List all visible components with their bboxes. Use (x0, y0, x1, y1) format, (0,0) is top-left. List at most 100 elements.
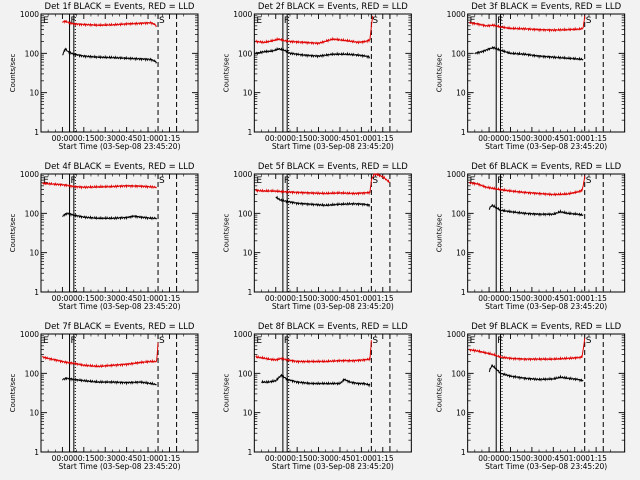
y-tick-label: 1000 (447, 170, 466, 179)
x-tick-label: 00:30 (521, 134, 543, 143)
series-events-line (62, 212, 158, 221)
annotation-f: F (497, 16, 502, 26)
series-lld-line (468, 337, 586, 362)
annotation-e: E (43, 336, 49, 346)
x-tick-label: 00:00 (52, 134, 74, 143)
y-tick-label: 10 (243, 89, 253, 98)
x-tick-label: 00:45 (542, 454, 564, 463)
x-tick-label: 00:15 (500, 294, 522, 303)
x-tick-label: 00:00 (265, 134, 287, 143)
x-tick-label: 00:15 (73, 134, 95, 143)
x-tick-label: 00:00 (52, 454, 74, 463)
panel-2: Det 2f BLACK = Events, RED = LLD 1 10 100 10… (222, 2, 412, 151)
plot-frame (40, 333, 199, 453)
x-tick-label: 00:15 (73, 454, 95, 463)
series-lld-line (41, 181, 157, 190)
series-events-line (488, 203, 584, 217)
panel-4: Det 4f BLACK = Events, RED = LLD 1 10 100 10… (9, 162, 199, 311)
x-tick-label: 01:00 (137, 454, 159, 463)
y-tick-label: 1 (461, 448, 466, 457)
chart-title: Det 8f BLACK = Events, RED = LLD (258, 322, 408, 332)
annotation-e: E (470, 336, 476, 346)
x-tick-label: 01:15 (159, 134, 181, 143)
x-tick-label: 00:00 (478, 134, 500, 143)
x-tick-label: 01:00 (564, 454, 586, 463)
series-events-line (488, 364, 584, 383)
annotation-f: F (284, 16, 289, 26)
plot-frame (40, 173, 199, 293)
x-tick-label: 00:30 (521, 454, 543, 463)
y-tick-label: 100 (25, 209, 40, 218)
y-tick-label: 1000 (233, 170, 252, 179)
annotation-e: E (256, 16, 262, 26)
x-axis-label: Start Time (03-Sep-08 23:45:20) (272, 462, 394, 471)
panel-5: Det 5f BLACK = Events, RED = LLD 1 10 100 10… (222, 162, 412, 311)
x-tick-label: 00:45 (329, 454, 351, 463)
x-tick-label: 01:15 (585, 134, 607, 143)
x-tick-label: 00:30 (308, 134, 330, 143)
y-tick-label: 100 (238, 369, 253, 378)
y-axis-label: Counts/sec (9, 374, 17, 413)
y-axis-label: Counts/sec (222, 214, 230, 253)
y-tick-label: 1 (34, 448, 39, 457)
annotation-e: E (256, 176, 262, 186)
x-tick-label: 01:15 (159, 294, 181, 303)
y-tick-label: 100 (238, 209, 253, 218)
x-tick-label: 00:15 (500, 454, 522, 463)
annotation-f: F (497, 176, 502, 186)
series-events-line (61, 376, 157, 386)
y-tick-label: 1 (248, 448, 253, 457)
x-tick-label: 00:30 (308, 454, 330, 463)
x-tick-label: 00:00 (478, 294, 500, 303)
y-tick-label: 1 (34, 288, 39, 297)
x-tick-label: 00:45 (542, 294, 564, 303)
series-events-line (474, 45, 584, 61)
chart-title: Det 7f BLACK = Events, RED = LLD (45, 322, 195, 332)
x-tick-label: 01:00 (351, 294, 373, 303)
series-lld-line (255, 172, 391, 196)
plot-frame (467, 173, 626, 293)
x-tick-label: 00:45 (329, 294, 351, 303)
series-lld-line (62, 19, 157, 28)
x-tick-label: 00:00 (265, 294, 287, 303)
x-tick-label: 01:00 (351, 454, 373, 463)
annotation-f: F (71, 176, 76, 186)
x-tick-label: 00:45 (542, 134, 564, 143)
annotation-s: S (586, 176, 592, 186)
annotation-s: S (586, 336, 592, 346)
y-tick-label: 1 (248, 128, 253, 137)
annotation-e: E (43, 16, 49, 26)
plot-frame (253, 13, 412, 133)
x-tick-label: 00:30 (94, 294, 116, 303)
y-tick-label: 1 (34, 128, 39, 137)
annotation-s: S (372, 16, 378, 26)
y-tick-label: 1000 (233, 330, 252, 339)
y-tick-label: 1 (461, 128, 466, 137)
chart-title: Det 9f BLACK = Events, RED = LLD (471, 322, 621, 332)
annotation-f: F (497, 336, 502, 346)
chart-title: Det 5f BLACK = Events, RED = LLD (258, 162, 408, 172)
panel-6: Det 6f BLACK = Events, RED = LLD 1 10 100 10… (436, 162, 626, 311)
chart-title: Det 3f BLACK = Events, RED = LLD (471, 2, 621, 12)
annotation-f: F (71, 336, 76, 346)
y-axis-label: Counts/sec (222, 54, 230, 93)
annotation-e: E (470, 16, 476, 26)
x-tick-label: 01:15 (372, 454, 394, 463)
y-tick-label: 100 (238, 49, 253, 58)
annotation-s: S (159, 336, 165, 346)
y-tick-label: 10 (29, 89, 39, 98)
y-tick-label: 10 (456, 409, 466, 418)
y-tick-label: 10 (456, 249, 466, 258)
y-tick-label: 10 (29, 249, 39, 258)
chart-title: Det 6f BLACK = Events, RED = LLD (471, 162, 621, 172)
annotation-e: E (43, 176, 49, 186)
x-axis-label: Start Time (03-Sep-08 23:45:20) (59, 302, 181, 311)
annotation-f: F (71, 16, 76, 26)
panel-8: Det 8f BLACK = Events, RED = LLD 1 10 100 10… (222, 322, 412, 471)
y-tick-label: 100 (451, 209, 466, 218)
annotation-f: F (284, 336, 289, 346)
series-events-line (255, 46, 370, 60)
x-tick-label: 01:15 (585, 454, 607, 463)
x-tick-label: 00:30 (308, 294, 330, 303)
x-tick-label: 00:15 (286, 454, 308, 463)
